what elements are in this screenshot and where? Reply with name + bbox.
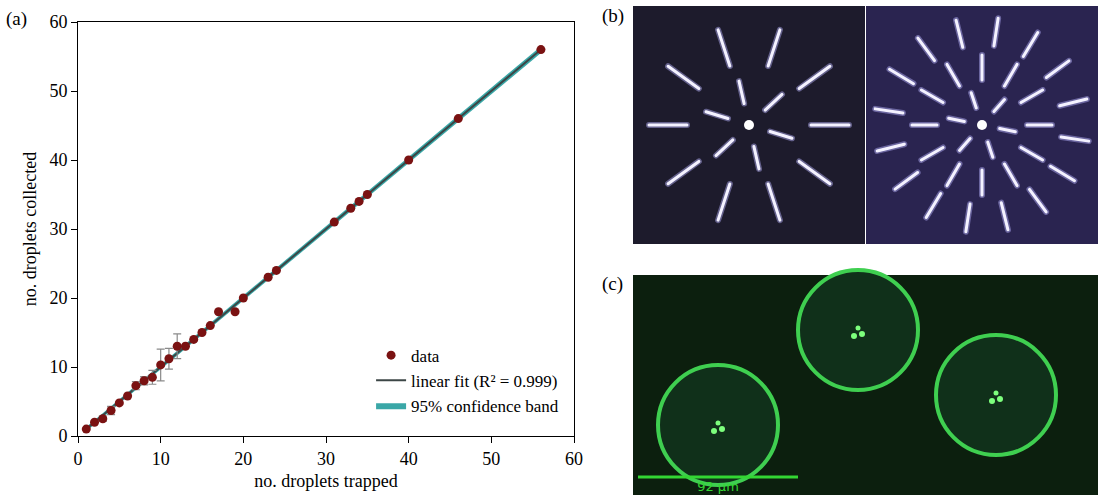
svg-text:30: 30 bbox=[49, 219, 67, 239]
svg-text:10: 10 bbox=[49, 357, 67, 377]
svg-text:0: 0 bbox=[58, 426, 67, 446]
svg-text:40: 40 bbox=[49, 150, 67, 170]
svg-text:50: 50 bbox=[482, 449, 500, 469]
svg-text:30: 30 bbox=[317, 449, 335, 469]
svg-text:data: data bbox=[411, 347, 440, 366]
svg-text:50: 50 bbox=[49, 81, 67, 101]
svg-text:60: 60 bbox=[565, 449, 583, 469]
svg-text:(c): (c) bbox=[602, 273, 623, 295]
svg-text:20: 20 bbox=[49, 288, 67, 308]
svg-text:20: 20 bbox=[234, 449, 252, 469]
svg-text:60: 60 bbox=[49, 12, 67, 32]
html-text:(a): (a) bbox=[6, 8, 28, 29]
svg-text:10: 10 bbox=[152, 449, 170, 469]
svg-text:92 μm: 92 μm bbox=[697, 479, 739, 494]
svg-text:95% confidence band: 95% confidence band bbox=[411, 397, 559, 416]
svg-text:(b): (b) bbox=[602, 5, 624, 27]
svg-text:no. droplets trapped: no. droplets trapped bbox=[254, 471, 397, 491]
svg-text:40: 40 bbox=[400, 449, 418, 469]
svg-text:no. droplets collected: no. droplets collected bbox=[20, 152, 40, 306]
svg-text:linear fit (R² = 0.999): linear fit (R² = 0.999) bbox=[411, 372, 557, 391]
svg-text:0: 0 bbox=[74, 449, 83, 469]
